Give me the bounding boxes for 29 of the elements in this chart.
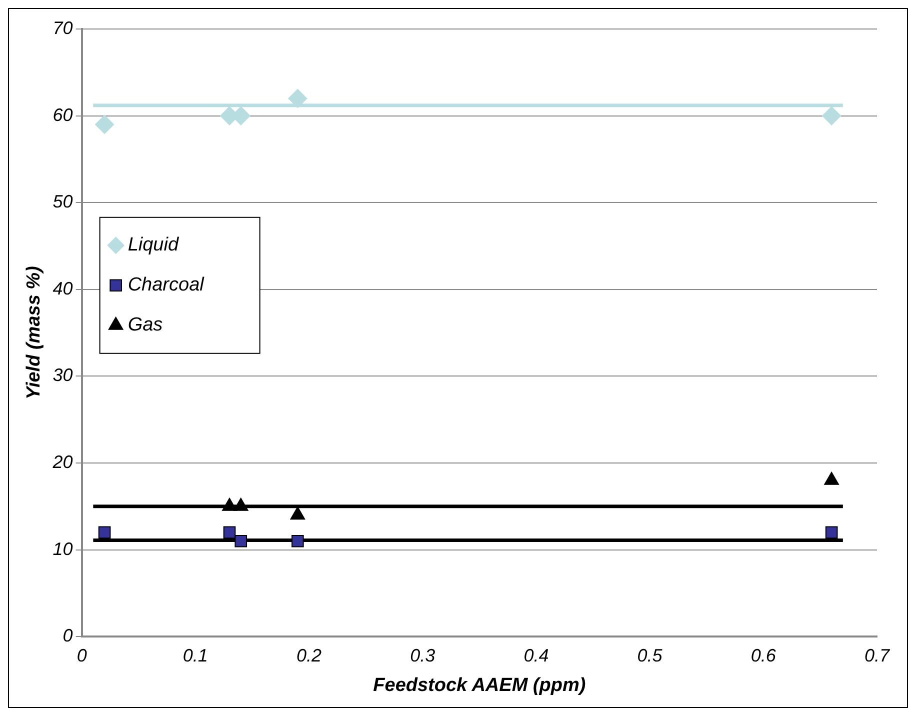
point (825, 526, 838, 539)
legend-label: Liquid (128, 234, 180, 256)
x-axis-title: Feedstock AAEM (ppm) (373, 674, 586, 696)
y-tick-label: 50 (52, 192, 73, 212)
x-tick-label: 0.3 (410, 645, 436, 666)
y-tick-label: 10 (52, 538, 73, 559)
point (95, 114, 114, 134)
point (292, 534, 304, 548)
y-tick-label: 70 (52, 18, 73, 38)
x-tick-label: 0.1 (182, 645, 208, 666)
point (98, 526, 111, 539)
x-tick-label: 0.6 (750, 645, 777, 666)
point (288, 88, 308, 108)
y-tick-label: 0 (62, 626, 73, 646)
legend-label: Gas (128, 314, 164, 336)
legend-label: Charcoal (128, 274, 205, 296)
x-tick-label: 0.7 (864, 645, 890, 666)
y-tick-label: 20 (52, 452, 73, 472)
x-tick-label: 0 (76, 645, 87, 666)
y-tick-label: 40 (52, 278, 73, 298)
x-tick-label: 0.2 (296, 645, 322, 666)
point (822, 106, 842, 126)
x-tick-label: 0.4 (524, 645, 549, 666)
x-tick-label: 0.5 (637, 645, 664, 666)
point (223, 526, 236, 539)
point (234, 534, 248, 548)
y-axis-title: Yield (mass %) (24, 266, 45, 400)
y-tick-label: 30 (52, 365, 73, 386)
y-tick-label: 60 (52, 104, 73, 125)
